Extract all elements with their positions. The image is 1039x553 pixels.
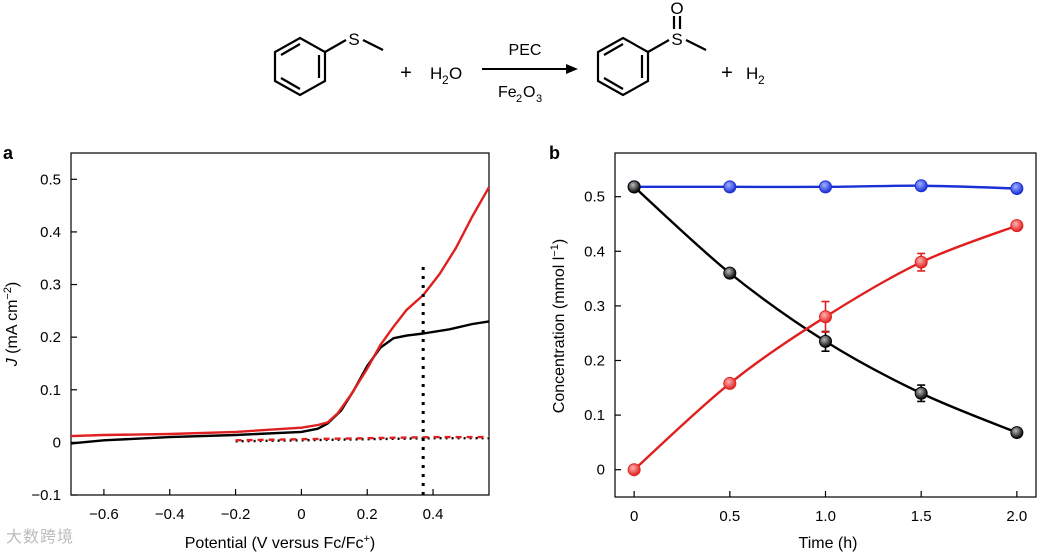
panel-a-x-axis-label: Potential (V versus Fc/Fc+) <box>185 533 375 552</box>
catalyst-o: O <box>523 84 535 101</box>
panel-b-x-axis-label: Time (h) <box>799 535 858 552</box>
water-formula: H 2 O <box>430 64 462 87</box>
panel-b-series <box>627 179 1024 477</box>
panel-b-data-point <box>723 180 737 194</box>
plus-sign-1: + <box>400 62 412 84</box>
panel-a-x-tick-label: −0.2 <box>221 506 251 523</box>
panel-b-x-tick-label: 2.0 <box>1006 508 1027 525</box>
panel-a-y-tick-label: 0.1 <box>40 382 61 399</box>
panel-b-y-tick-label: 0.4 <box>584 243 605 260</box>
panel-b-data-point <box>819 180 832 194</box>
product-sulfoxide <box>596 16 707 97</box>
panel-b-data-point <box>627 180 641 194</box>
catalyst-fe: Fe <box>498 84 517 101</box>
arrow-label-catalyst: Fe 2 O 3 <box>498 84 542 105</box>
reactant-thioanisole <box>273 36 384 97</box>
panel-a-series-line-2 <box>70 186 491 438</box>
panel-b-x-tick-label: 0 <box>630 508 638 525</box>
panel-b-y-tick-label: 0.3 <box>584 298 605 315</box>
h2-subscript: 2 <box>758 73 765 87</box>
hydrogen-formula: H 2 <box>746 64 765 87</box>
panel-a-curves <box>70 186 491 445</box>
arrow-label-pec: PEC <box>509 42 542 59</box>
panel-a-y-tick-label: 0.3 <box>40 277 61 294</box>
catalyst-sub-2: 3 <box>536 93 542 105</box>
panel-b-y-tick-label: 0 <box>597 462 605 479</box>
panel-a-x-tick-label: 0 <box>297 506 305 523</box>
panel-b-chart: b 0 0.5 1.0 1.5 2.0 0 0.1 0.2 0.3 0.4 0.5 Time (h)… <box>549 143 1037 552</box>
reaction-scheme: S + H 2 O PEC Fe 2 O 3 S <box>273 0 765 105</box>
panel-b-data-point <box>914 386 928 400</box>
panel-a-x-tick-label: −0.6 <box>89 506 119 523</box>
panel-b-data-point <box>1010 219 1024 233</box>
panel-b-data-point <box>914 179 928 193</box>
panel-b-data-point <box>723 376 737 390</box>
panel-a-x-tick-label: 0.4 <box>423 506 444 523</box>
panel-a-chart: a −0.6 −0.4 −0.2 0 0.2 0.4 −0.1 0 0.1 0.2 0.3 0.4 0.… <box>2 143 491 552</box>
panel-a-y-tick-label: 0.4 <box>40 224 61 241</box>
watermark: 大数跨境 <box>6 527 75 546</box>
catalyst-sub-1: 2 <box>516 93 522 105</box>
panel-b-data-point <box>1010 426 1024 440</box>
panel-a-y-tick-label: −0.1 <box>31 487 61 504</box>
panel-a-label: a <box>3 143 14 163</box>
panel-b-ticks: 0 0.5 1.0 1.5 2.0 0 0.1 0.2 0.3 0.4 0.5 <box>584 189 1027 525</box>
panel-b-data-point <box>627 463 641 477</box>
water-h: H <box>430 64 442 83</box>
panel-a-y-axis-label: J (mA cm−2) <box>2 282 21 368</box>
panel-b-data-point <box>1010 181 1024 195</box>
panel-b-data-point <box>819 310 832 324</box>
panel-b-data-point <box>914 255 928 269</box>
panel-a-x-tick-label: 0.2 <box>357 506 378 523</box>
reactant-sulfur-atom: S <box>348 30 359 49</box>
panel-b-label: b <box>549 143 560 163</box>
reaction-arrow <box>482 64 578 74</box>
panel-a-y-tick-label: 0.2 <box>40 329 61 346</box>
panel-b-y-tick-label: 0.2 <box>584 352 605 369</box>
panel-a-y-tick-label: 0 <box>53 434 61 451</box>
panel-b-x-tick-label: 0.5 <box>719 508 740 525</box>
panel-b-data-point <box>723 266 737 280</box>
panel-b-data-point <box>819 334 832 348</box>
plus-sign-2: + <box>721 62 733 84</box>
panel-a-series-line-3 <box>235 437 489 443</box>
panel-b-x-tick-label: 1.5 <box>911 508 932 525</box>
water-subscript: 2 <box>442 73 449 87</box>
panel-b-y-tick-label: 0.5 <box>584 189 605 206</box>
panel-a-x-tick-label: −0.4 <box>155 506 185 523</box>
panel-b-x-tick-label: 1.0 <box>815 508 836 525</box>
product-oxygen-atom: O <box>670 0 683 18</box>
panel-a-series-line-1 <box>70 320 490 445</box>
panel-a-frame <box>70 152 490 496</box>
panel-b-y-tick-label: 0.1 <box>584 407 605 424</box>
panel-b-y-axis-label: Concentration (mmol l−1) <box>549 239 568 413</box>
product-sulfur-atom: S <box>671 30 682 49</box>
h2-h: H <box>746 64 758 83</box>
water-oxygen: O <box>449 64 462 83</box>
panel-a-y-tick-label: 0.5 <box>40 171 61 188</box>
